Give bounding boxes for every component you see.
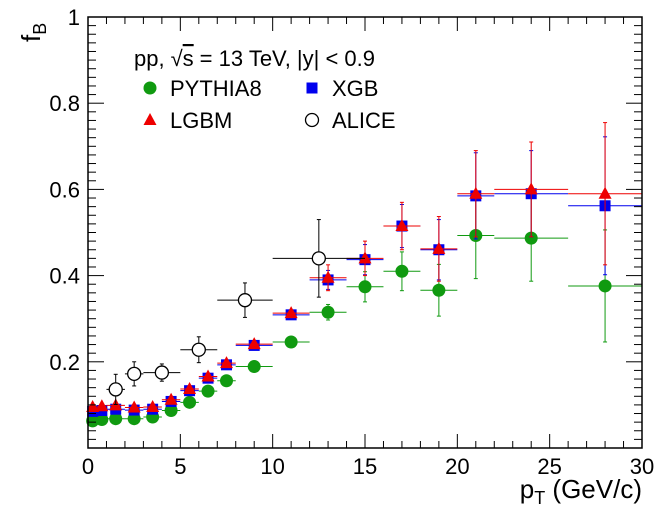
pythia8-point-8 (220, 374, 233, 388)
legend-entry-pythia8: PYTHIA8 (143, 76, 262, 101)
legend-marker-lgbm (143, 113, 157, 125)
legend-marker-alice (304, 112, 320, 128)
lgbm-point-10 (284, 306, 298, 319)
alice-point-2 (154, 365, 170, 380)
y-axis-title-main: f (16, 34, 46, 42)
lgbm-point-1 (95, 399, 109, 412)
lgbm-point-9 (247, 337, 261, 350)
y-tick-label-0.4: 0.4 (49, 264, 80, 289)
pythia8-point-9 (247, 360, 261, 374)
alice-point-4 (237, 293, 253, 308)
lgbm-point-3 (127, 400, 141, 413)
x-tick-label-25: 25 (537, 454, 561, 479)
annotation-prefix: pp, (134, 46, 165, 71)
pythia8-point-12 (358, 280, 372, 294)
lgbm-point-7 (201, 369, 215, 382)
axis-ticks (87, 16, 643, 449)
legend-entry-xgb: XGB (306, 76, 378, 101)
lgbm-point-17 (598, 186, 612, 199)
lgbm-point-5 (164, 392, 178, 405)
legend-label-alice: ALICE (332, 108, 396, 133)
alice-point-5 (311, 251, 326, 266)
legend-marker-pythia8 (143, 81, 157, 95)
legend-marker-xgb (306, 82, 318, 94)
legend-entry-alice: ALICE (304, 108, 396, 133)
pythia8-point-6 (183, 395, 197, 409)
x-tick-label-20: 20 (445, 454, 469, 479)
sqrt-argument: s (183, 46, 194, 71)
legend-label-lgbm: LGBM (170, 108, 232, 133)
x-axis-title: pT (GeV/c) (520, 474, 642, 508)
pythia8-point-11 (321, 305, 335, 319)
lgbm-point-6 (183, 381, 197, 394)
pythia8-point-2 (109, 412, 123, 426)
y-tick-label-1: 1 (68, 5, 80, 30)
x-axis-title-unit: (GeV/c) (545, 474, 642, 504)
series-alice (106, 219, 365, 405)
pythia8-point-10 (284, 335, 298, 349)
lgbm-point-15 (469, 186, 483, 199)
alice-point-1 (127, 366, 142, 382)
x-tick-label-0: 0 (82, 454, 94, 479)
x-tick-label-30: 30 (630, 454, 654, 479)
legend-label-xgb: XGB (332, 76, 378, 101)
y-tick-label-0.6: 0.6 (49, 177, 80, 202)
y-tick-label-0.2: 0.2 (49, 350, 80, 375)
lgbm-point-13 (395, 219, 409, 232)
lgbm-point-0 (86, 400, 100, 413)
y-axis-title-sub: B (30, 23, 50, 35)
legend-label-pythia8: PYTHIA8 (170, 76, 262, 101)
pythia8-point-13 (395, 264, 409, 278)
x-tick-label-10: 10 (260, 454, 284, 479)
pythia8-point-5 (164, 404, 178, 418)
pythia8-point-17 (598, 279, 612, 293)
legend: PYTHIA8 XGB LGBM ALICE (143, 76, 396, 133)
lgbm-point-8 (220, 356, 233, 369)
alice-point-3 (191, 342, 206, 357)
sqrt-radical: √ (171, 46, 184, 71)
lgbm-point-11 (321, 270, 335, 283)
alice-point-0 (108, 382, 123, 397)
x-tick-label-15: 15 (353, 454, 377, 479)
axis-tick-labels: 0 5 10 15 20 25 30 0.2 0.4 0.6 0.8 1 (49, 5, 654, 479)
y-axis-title: fB (16, 23, 50, 42)
lgbm-point-4 (146, 400, 160, 413)
lgbm-point-12 (358, 251, 372, 264)
y-tick-label-0.8: 0.8 (49, 91, 80, 116)
annotation-energy-rapidity: = 13 TeV, |y| < 0.9 (200, 46, 375, 71)
lgbm-point-16 (524, 182, 538, 195)
pythia8-point-1 (95, 413, 109, 427)
x-tick-label-5: 5 (174, 454, 186, 479)
x-axis-title-sub: T (534, 488, 545, 508)
pythia8-point-16 (524, 231, 538, 245)
x-axis-title-main: p (520, 474, 534, 504)
lgbm-point-14 (432, 241, 446, 254)
pythia8-point-14 (432, 283, 446, 297)
legend-entry-lgbm: LGBM (143, 108, 232, 133)
collision-annotation: pp, √s = 13 TeV, |y| < 0.9 (134, 46, 375, 71)
pythia8-point-7 (201, 384, 215, 398)
